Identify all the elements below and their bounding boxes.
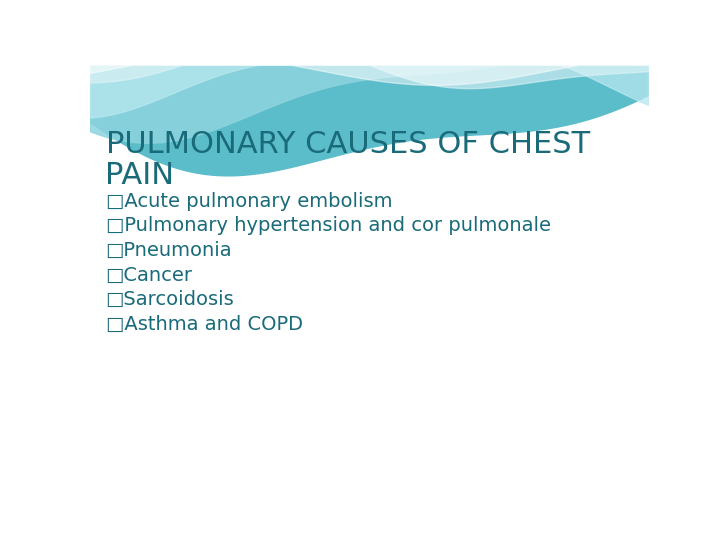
Text: □Sarcoidosis: □Sarcoidosis: [106, 291, 234, 309]
Text: PAIN: PAIN: [106, 161, 174, 190]
Text: □Cancer: □Cancer: [106, 266, 192, 285]
Text: □Pneumonia: □Pneumonia: [106, 241, 232, 260]
Text: PULMONARY CAUSES OF CHEST: PULMONARY CAUSES OF CHEST: [106, 130, 590, 159]
Text: □Asthma and COPD: □Asthma and COPD: [106, 315, 302, 334]
Text: □Pulmonary hypertension and cor pulmonale: □Pulmonary hypertension and cor pulmonal…: [106, 217, 551, 235]
Text: □Acute pulmonary embolism: □Acute pulmonary embolism: [106, 192, 392, 211]
